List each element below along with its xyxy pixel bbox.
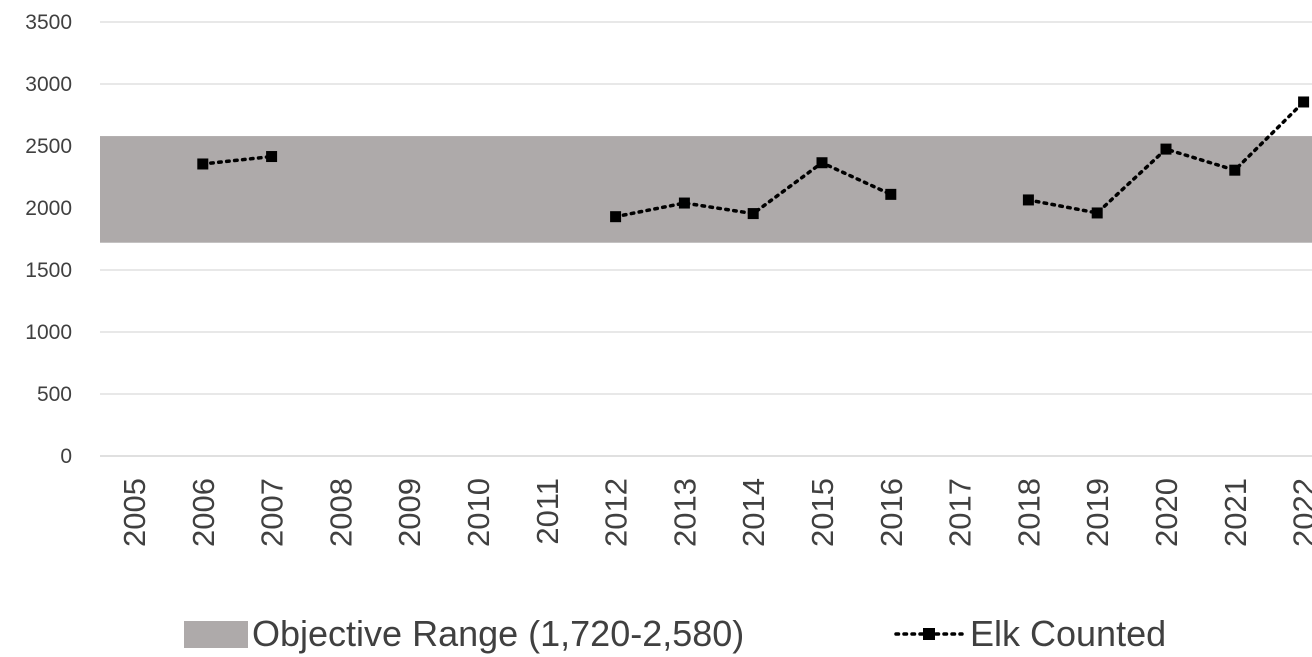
- x-tick-label: 2009: [392, 478, 427, 547]
- x-tick-label: 2016: [874, 478, 909, 547]
- x-tick-label: 2014: [736, 478, 771, 547]
- x-tick-label: 2019: [1080, 478, 1115, 547]
- data-point-2006: [197, 158, 209, 170]
- y-tick-label: 500: [37, 383, 72, 406]
- x-tick-label: 2010: [461, 478, 496, 547]
- data-point-2021: [1229, 164, 1241, 176]
- x-tick-label: 2022: [1287, 478, 1312, 547]
- data-point-2019: [1091, 207, 1103, 219]
- legend-series-marker: [923, 628, 935, 640]
- x-tick-label: 2021: [1218, 478, 1253, 547]
- x-tick-label: 2011: [530, 478, 565, 545]
- data-point-2020: [1160, 143, 1172, 155]
- x-tick-label: 2018: [1011, 478, 1046, 547]
- legend-band-swatch: [184, 621, 248, 648]
- objective-range-band-layer: [100, 136, 1312, 243]
- x-tick-label: 2008: [323, 478, 358, 547]
- x-tick-label: 2020: [1149, 478, 1184, 547]
- data-point-2013: [678, 197, 690, 209]
- x-tick-label: 2005: [117, 478, 152, 547]
- x-tick-label: 2015: [805, 478, 840, 547]
- series-layer: [197, 96, 1310, 223]
- y-tick-label: 1000: [25, 321, 72, 344]
- data-point-2015: [816, 157, 828, 169]
- x-tick-label: 2006: [186, 478, 221, 547]
- legend-band-label: Objective Range (1,720-2,580): [252, 613, 744, 654]
- data-point-2014: [747, 208, 759, 220]
- series-line-segment: [201, 154, 274, 166]
- y-tick-label: 2000: [25, 197, 72, 220]
- data-point-2022: [1298, 96, 1310, 108]
- axes: 0 500 1000 1500 2000 2500 3000 3500 2005 2006 2007…: [25, 11, 1312, 547]
- x-tick-label: 2007: [255, 478, 290, 547]
- legend: Objective Range (1,720-2,580) Elk Counte…: [184, 613, 1166, 654]
- data-point-2007: [266, 151, 278, 163]
- data-point-2016: [885, 188, 897, 200]
- y-tick-label: 0: [60, 445, 72, 468]
- y-tick-label: 3500: [25, 11, 72, 34]
- x-tick-label: 2012: [599, 478, 634, 547]
- legend-series-label: Elk Counted: [970, 613, 1166, 654]
- data-point-2012: [610, 211, 622, 223]
- data-point-2018: [1022, 194, 1034, 206]
- objective-range-band: [100, 136, 1312, 243]
- y-tick-label: 1500: [25, 259, 72, 282]
- y-tick-label: 3000: [25, 73, 72, 96]
- x-tick-label: 2013: [667, 478, 702, 547]
- x-tick-label: 2017: [943, 478, 978, 547]
- y-tick-label: 2500: [25, 135, 72, 158]
